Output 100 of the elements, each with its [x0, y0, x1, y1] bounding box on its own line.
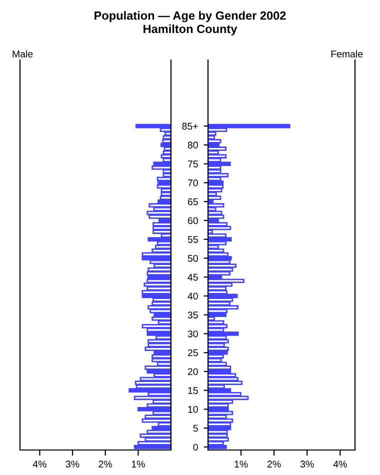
bar	[162, 139, 171, 144]
y-tick-label: 80	[188, 142, 198, 149]
x-tick-label: 3%	[66, 460, 80, 468]
bar	[208, 256, 232, 260]
bar	[208, 214, 224, 219]
bar	[208, 278, 244, 284]
y-tick-label: 35	[188, 312, 198, 318]
x-tick-label: 4%	[333, 460, 347, 468]
bar	[160, 196, 171, 200]
bar	[208, 380, 242, 385]
x-tick-label: 3%	[300, 460, 314, 468]
bar	[148, 339, 171, 344]
bar	[154, 312, 171, 318]
bar	[128, 388, 171, 393]
y-tick-label: 70	[188, 179, 198, 186]
bar	[146, 332, 171, 336]
bar	[144, 346, 171, 351]
bar	[137, 441, 171, 446]
bar	[148, 305, 171, 310]
bar	[134, 396, 171, 400]
text: Male	[12, 50, 33, 58]
bar	[208, 332, 239, 336]
bar	[152, 358, 171, 362]
bar	[208, 396, 249, 400]
chart-title: Population — Age by Gender 2002	[94, 11, 286, 22]
y-tick-label: 20	[188, 368, 198, 376]
y-tick-label: 30	[188, 330, 198, 338]
y-tick-label: 0	[193, 444, 198, 451]
bar	[146, 278, 171, 284]
bar	[208, 324, 228, 328]
bar	[208, 180, 224, 185]
bar	[144, 366, 171, 370]
bar	[148, 237, 171, 242]
bar	[152, 222, 171, 226]
bar	[134, 380, 171, 385]
bar	[158, 180, 171, 185]
bar	[208, 271, 230, 276]
bar	[142, 290, 171, 294]
bar	[142, 324, 171, 328]
bar	[208, 354, 224, 359]
bar	[208, 162, 231, 166]
bar	[152, 230, 171, 234]
bar	[208, 222, 228, 226]
chart-subtitle: Hamilton County	[144, 24, 238, 36]
bar	[153, 162, 171, 166]
bar	[208, 210, 222, 216]
y-tick-label: 85+	[182, 122, 198, 130]
bar	[164, 146, 171, 151]
bar	[152, 354, 171, 359]
bar	[152, 165, 171, 170]
y-tick-label: 10	[188, 406, 198, 413]
text: Female	[331, 50, 363, 58]
bar	[134, 444, 171, 450]
bar	[208, 203, 224, 208]
bar	[140, 433, 171, 438]
y-tick-label: 15	[188, 387, 198, 394]
bar	[208, 339, 229, 344]
bar	[208, 146, 227, 151]
bar	[142, 256, 171, 260]
bar	[208, 346, 229, 351]
bar	[208, 366, 232, 370]
bar	[148, 214, 171, 219]
bar	[208, 172, 229, 178]
bar	[146, 271, 171, 276]
x-tick-label: 1%	[234, 460, 248, 468]
y-tick-label: 55	[188, 236, 198, 243]
bar	[208, 305, 238, 310]
bar	[144, 414, 171, 419]
bar	[208, 422, 232, 426]
y-tick-label: 60	[188, 217, 198, 224]
y-tick-label: 25	[188, 349, 198, 356]
bar	[208, 188, 222, 192]
bar	[208, 237, 232, 242]
x-tick-label: 2%	[268, 460, 281, 468]
bar	[208, 320, 224, 325]
bar	[208, 312, 227, 318]
x-tick-label: 2%	[98, 460, 112, 468]
y-tick-label: 40	[188, 292, 198, 300]
bar	[208, 433, 228, 438]
bar	[208, 444, 227, 450]
bar	[208, 264, 236, 268]
bar	[208, 124, 290, 128]
bar	[137, 407, 171, 412]
y-tick-label: 75	[188, 160, 198, 168]
bar	[208, 139, 222, 144]
bar	[154, 244, 171, 250]
bar	[208, 154, 227, 158]
x-tick-label: 1%	[132, 460, 145, 468]
bar	[160, 154, 171, 158]
bar	[148, 203, 171, 208]
bar	[208, 373, 236, 378]
y-tick-label: 65	[188, 198, 198, 206]
x-tick-label: 4%	[32, 460, 46, 468]
y-tick-label: 5	[193, 424, 198, 432]
bar	[208, 430, 228, 434]
bar	[208, 248, 224, 253]
y-tick-label: 45	[188, 274, 198, 281]
bar	[208, 407, 229, 412]
y-tick-label: 50	[188, 254, 198, 262]
bar	[208, 196, 222, 200]
